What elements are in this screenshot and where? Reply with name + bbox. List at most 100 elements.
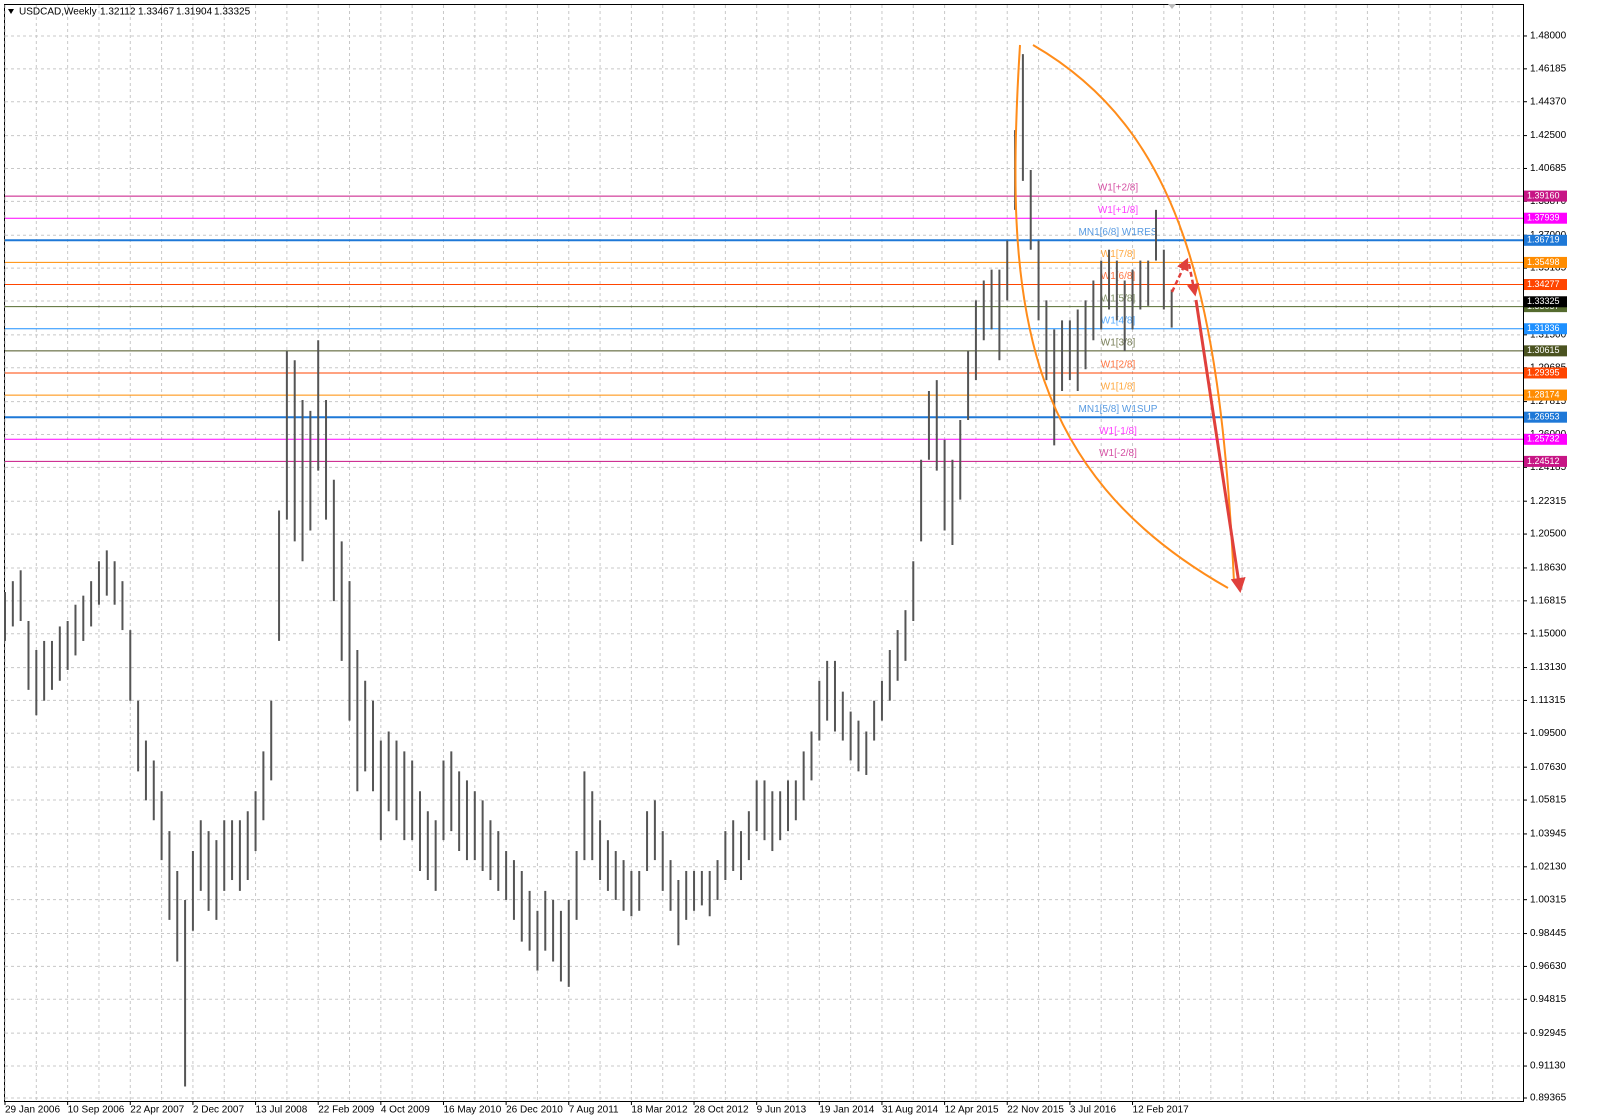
x-tick-label: 10 Sep 2006 xyxy=(68,1105,125,1116)
price-box xyxy=(1524,212,1567,224)
header-value: 1.31904 xyxy=(176,7,213,18)
price-box xyxy=(1524,455,1567,467)
y-tick-label: 1.44370 xyxy=(1530,96,1567,107)
y-tick-label: 1.09500 xyxy=(1530,728,1567,739)
y-tick-label: 0.89365 xyxy=(1530,1093,1567,1104)
level-label: W1[7/8] xyxy=(1101,249,1136,260)
y-tick-label: 1.31500 xyxy=(1530,329,1567,340)
price-box-label: 1.39160 xyxy=(1527,190,1560,200)
x-tick-label: 9 Jun 2013 xyxy=(757,1105,807,1116)
level-label: W1[2/8] xyxy=(1101,360,1136,371)
price-box-label: 1.30615 xyxy=(1527,345,1560,355)
price-box xyxy=(1524,234,1567,246)
symbol: USDCAD,Weekly xyxy=(19,7,97,18)
price-box xyxy=(1524,279,1567,291)
level-label: W1[-1/8] xyxy=(1099,426,1137,437)
x-tick-label: 22 Nov 2015 xyxy=(1007,1105,1064,1116)
y-tick-label: 1.11315 xyxy=(1530,695,1566,706)
x-tick-label: 19 Jan 2014 xyxy=(819,1105,874,1116)
y-tick-label: 1.16815 xyxy=(1530,595,1567,606)
y-tick-label: 1.07630 xyxy=(1530,762,1567,773)
shift-marker xyxy=(1168,4,1176,9)
x-tick-label: 31 Aug 2014 xyxy=(882,1105,939,1116)
y-tick-label: 0.98445 xyxy=(1530,928,1567,939)
price-box xyxy=(1524,190,1567,202)
red-arrow xyxy=(1186,263,1200,297)
y-tick-label: 1.20500 xyxy=(1530,529,1567,540)
y-tick-label: 1.18630 xyxy=(1530,563,1567,574)
y-tick-label: 0.91130 xyxy=(1530,1061,1566,1072)
header-value: 1.33325 xyxy=(214,7,251,18)
y-tick-label: 1.48000 xyxy=(1530,31,1567,42)
grid xyxy=(4,5,1523,1101)
header-value: 1.32112 xyxy=(100,7,136,18)
level-label: MN1[6/8] W1RES xyxy=(1079,227,1158,238)
x-tick-label: 28 Oct 2012 xyxy=(694,1105,749,1116)
price-box xyxy=(1524,323,1567,335)
y-tick-label: 1.46185 xyxy=(1530,63,1567,74)
price-box-label: 1.35498 xyxy=(1527,257,1560,267)
current-price-label: 1.33325 xyxy=(1527,296,1560,306)
header: USDCAD,Weekly 1.32112 1.33467 1.31904 1.… xyxy=(8,7,251,18)
levels: W1[+2/8] W1[+1/8] MN1[6/8] W1RES W1[7/8] W1[… xyxy=(5,183,1523,462)
bars xyxy=(4,54,1173,1087)
y-tick-label: 0.92945 xyxy=(1530,1028,1567,1039)
x-tick-label: 22 Apr 2007 xyxy=(130,1105,184,1116)
y-tick-label: 0.94815 xyxy=(1530,994,1567,1005)
y-tick-label: 1.13130 xyxy=(1530,662,1567,673)
red-arrow xyxy=(1194,299,1246,593)
y-tick-label: 1.35185 xyxy=(1530,263,1567,274)
x-tick-label: 3 Jul 2016 xyxy=(1070,1105,1117,1116)
price-box xyxy=(1524,367,1567,379)
price-box-label: 1.37939 xyxy=(1527,213,1560,223)
x-tick-label: 16 May 2010 xyxy=(443,1105,501,1116)
level-label: W1[-2/8] xyxy=(1099,448,1137,459)
price-box-label: 1.34277 xyxy=(1527,279,1560,289)
price-box xyxy=(1524,411,1567,423)
x-tick-label: 4 Oct 2009 xyxy=(381,1105,430,1116)
axes: 1.480001.461851.443701.425001.406851.388… xyxy=(4,31,1567,1116)
level-label: W1[3/8] xyxy=(1101,338,1136,349)
level-label: W1[1/8] xyxy=(1101,382,1136,393)
current-price-box xyxy=(1524,296,1567,308)
y-tick-label: 1.05815 xyxy=(1530,795,1567,806)
price-box xyxy=(1524,389,1567,401)
price-box xyxy=(1524,256,1567,268)
x-tick-label: 29 Jan 2006 xyxy=(5,1105,60,1116)
level-label: W1[4/8] xyxy=(1101,315,1136,326)
price-box-label: 1.31836 xyxy=(1527,323,1560,333)
y-tick-label: 1.15000 xyxy=(1530,628,1567,639)
level-label: W1[5/8] xyxy=(1101,293,1136,304)
level-label: W1[6/8] xyxy=(1101,271,1136,282)
orange-curve xyxy=(1014,44,1229,589)
price-box-label: 1.26953 xyxy=(1527,412,1560,422)
price-box-label: 1.29395 xyxy=(1527,367,1560,377)
level-label: W1[+2/8] xyxy=(1098,183,1139,194)
x-tick-label: 13 Jul 2008 xyxy=(256,1105,308,1116)
x-tick-label: 2 Dec 2007 xyxy=(193,1105,245,1116)
y-tick-label: 1.03945 xyxy=(1530,829,1567,840)
price-box-label: 1.28174 xyxy=(1527,389,1560,399)
y-tick-label: 1.40685 xyxy=(1530,163,1567,174)
y-tick-label: 0.96630 xyxy=(1530,961,1567,972)
price-box-label: 1.24512 xyxy=(1527,456,1560,466)
y-tick-label: 1.42500 xyxy=(1530,130,1567,141)
price-box-label: 1.25732 xyxy=(1527,434,1560,444)
header-arrow xyxy=(8,9,14,14)
y-tick-label: 1.22315 xyxy=(1530,496,1567,507)
header-value: 1.33467 xyxy=(138,7,175,18)
orange-curve xyxy=(1032,44,1235,583)
x-tick-label: 7 Aug 2011 xyxy=(569,1105,619,1116)
y-tick-label: 1.02130 xyxy=(1530,861,1567,872)
annotations xyxy=(1014,4,1246,593)
y-tick-label: 1.27815 xyxy=(1530,396,1567,407)
x-tick-label: 22 Feb 2009 xyxy=(318,1105,375,1116)
x-tick-label: 12 Feb 2017 xyxy=(1133,1105,1190,1116)
level-label: W1[+1/8] xyxy=(1098,205,1139,216)
x-tick-label: 26 Dec 2010 xyxy=(506,1105,563,1116)
price-box xyxy=(1524,345,1567,357)
price-box-label: 1.36719 xyxy=(1527,235,1560,245)
red-arrow xyxy=(1170,257,1189,293)
plot-frame xyxy=(4,4,1524,1102)
